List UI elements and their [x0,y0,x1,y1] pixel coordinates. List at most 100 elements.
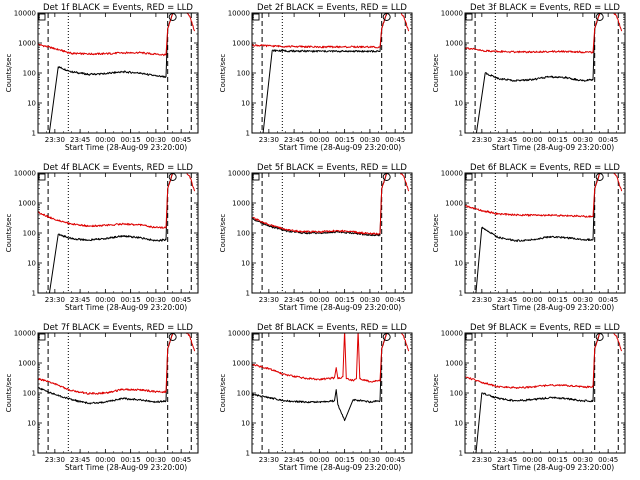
y-tick-label: 100 [23,70,36,78]
panel-title: Det 3f BLACK = Events, RED = LLD [470,3,620,13]
y-tick-label: 10000 [14,330,36,338]
y-tick-label: 1000 [18,200,36,208]
x-tick-label: 00:00 [95,136,115,144]
start-marker-square [252,13,260,21]
y-tick-label: 100 [450,230,463,238]
panel-9: Det 9f BLACK = Events, RED = LLD Counts/s… [432,323,626,472]
x-tick-label: 00:15 [548,296,568,304]
panel-title: Det 4f BLACK = Events, RED = LLD [43,163,193,173]
y-tick-label: 1 [32,130,36,138]
y-tick-label: 10000 [228,10,250,18]
x-tick-label: 23:30 [259,456,279,464]
panel-3: Det 3f BLACK = Events, RED = LLD Counts/s… [432,3,626,152]
start-marker-square [38,173,46,181]
y-tick-label: 1000 [18,360,36,368]
x-tick-label: 23:30 [45,296,65,304]
y-axis-label: Counts/sec [432,214,440,253]
x-axis-label: Start Time (28-Aug-09 23:20:00) [492,303,614,312]
events-series-line [48,13,174,133]
plot-frame [464,12,626,134]
y-axis-label: Counts/sec [219,54,227,93]
start-marker-square [38,13,46,21]
y-axis-label: Counts/sec [219,374,227,413]
x-tick-label: 00:15 [121,296,141,304]
y-tick-label: 1000 [232,360,250,368]
x-tick-label: 23:45 [70,296,90,304]
y-tick-label: 10000 [441,170,463,178]
x-tick-label: 00:15 [335,296,355,304]
y-tick-label: 100 [450,390,463,398]
x-tick-label: 00:00 [522,136,542,144]
panel-2: Det 2f BLACK = Events, RED = LLD Counts/s… [219,3,413,152]
y-tick-label: 1 [246,130,250,138]
plot-frame [37,172,199,294]
x-tick-label: 00:00 [522,456,542,464]
events-series-line [252,333,388,422]
x-axis-label: Start Time (28-Aug-09 23:20:00) [492,463,614,472]
x-tick-label: 00:00 [522,296,542,304]
y-tick-label: 10000 [441,330,463,338]
x-tick-label: 00:30 [146,456,166,464]
x-tick-label: 00:15 [121,136,141,144]
y-tick-label: 10 [454,420,463,428]
plot-frame [251,332,413,454]
series-group [252,13,410,133]
saturation-marker-circle [168,13,177,21]
y-tick-label: 100 [237,230,250,238]
y-axis-label: Counts/sec [5,374,13,413]
x-tick-label: 00:30 [573,136,593,144]
x-tick-label: 00:00 [95,456,115,464]
panel-title: Det 2f BLACK = Events, RED = LLD [257,3,407,13]
events-series-line [475,333,601,453]
series-group [252,173,410,237]
x-tick-label: 00:45 [171,296,191,304]
start-marker-square [38,333,46,341]
y-tick-label: 100 [237,70,250,78]
x-tick-label: 00:30 [360,136,380,144]
x-tick-label: 23:30 [45,136,65,144]
saturation-marker-circle [382,173,391,181]
x-tick-label: 23:45 [284,296,304,304]
panel-title: Det 6f BLACK = Events, RED = LLD [470,163,620,173]
series-group [38,13,196,133]
events-series-line [38,333,174,405]
y-tick-label: 1 [32,450,36,458]
series-group [38,173,196,293]
y-tick-label: 1000 [232,200,250,208]
y-tick-label: 1000 [445,360,463,368]
x-axis-label: Start Time (28-Aug-09 23:20:00) [65,303,187,312]
y-tick-label: 1 [459,130,463,138]
x-tick-label: 00:30 [146,136,166,144]
lld-series-line [252,173,410,235]
saturation-marker-circle [595,173,604,181]
events-series-line [262,13,388,133]
y-tick-label: 1000 [232,40,250,48]
x-tick-label: 23:45 [284,456,304,464]
x-tick-label: 00:45 [385,136,405,144]
y-tick-label: 10 [27,260,36,268]
y-tick-label: 10000 [228,170,250,178]
x-tick-label: 00:30 [146,296,166,304]
x-tick-label: 00:30 [360,456,380,464]
x-tick-label: 23:30 [472,456,492,464]
y-tick-label: 10000 [14,10,36,18]
series-group [465,13,623,133]
y-tick-label: 100 [23,390,36,398]
x-tick-label: 00:45 [171,136,191,144]
saturation-marker-circle [168,333,177,341]
x-tick-label: 23:45 [497,456,517,464]
plot-frame [464,172,626,294]
x-axis-label: Start Time (28-Aug-09 23:20:00) [65,143,187,152]
start-marker-square [465,333,473,341]
x-tick-label: 00:00 [309,136,329,144]
y-tick-label: 100 [23,230,36,238]
x-axis-label: Start Time (28-Aug-09 23:20:00) [279,143,401,152]
start-marker-square [465,173,473,181]
y-tick-label: 10000 [14,170,36,178]
y-tick-label: 10 [241,260,250,268]
series-group [465,333,623,453]
x-tick-label: 00:30 [573,296,593,304]
saturation-marker-circle [595,13,604,21]
x-tick-label: 00:30 [360,296,380,304]
